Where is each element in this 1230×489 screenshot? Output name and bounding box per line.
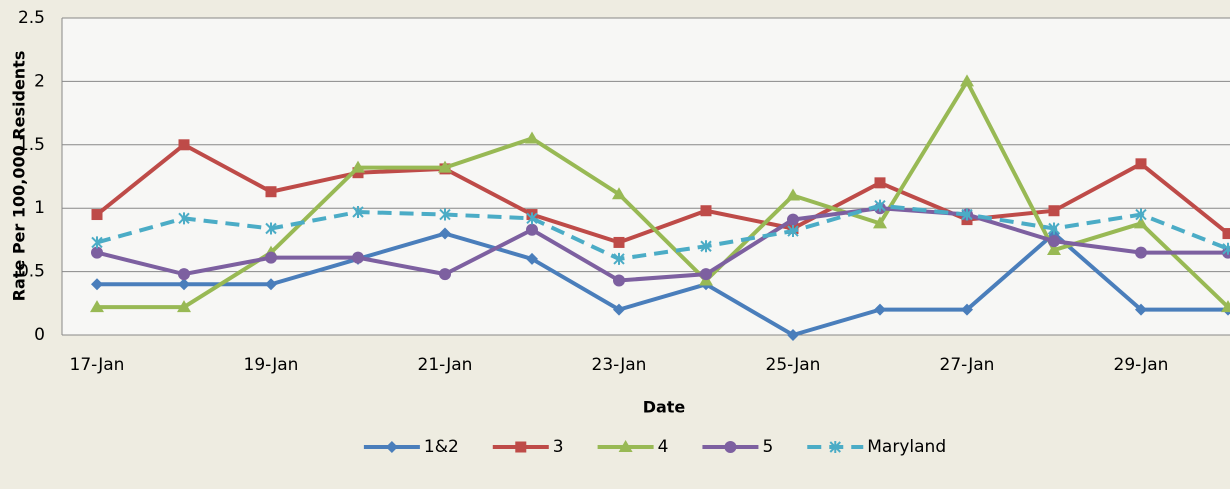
data-point bbox=[265, 278, 277, 291]
data-point bbox=[874, 303, 886, 316]
data-point bbox=[352, 206, 364, 219]
data-point bbox=[786, 188, 800, 201]
y-axis-title: Rate Per 100,000 Residents bbox=[10, 51, 29, 302]
legend-label: Maryland bbox=[867, 437, 946, 457]
data-point bbox=[178, 278, 190, 291]
series-line bbox=[97, 230, 1228, 338]
x-tick-label: 23-Jan bbox=[592, 355, 647, 375]
x-tick-label: 21-Jan bbox=[418, 355, 473, 375]
data-point bbox=[700, 240, 712, 253]
series-line bbox=[97, 77, 1230, 310]
data-point bbox=[1047, 243, 1061, 256]
x-tick-label: 27-Jan bbox=[940, 355, 995, 375]
y-tick-label: 2.5 bbox=[18, 8, 45, 28]
x-axis-title: Date bbox=[643, 398, 686, 417]
series-line bbox=[96, 203, 1229, 261]
data-point bbox=[874, 199, 886, 212]
x-tick-label: 29-Jan bbox=[1114, 355, 1169, 375]
data-point bbox=[177, 300, 191, 313]
y-tick-label: 1 bbox=[34, 198, 45, 218]
data-point bbox=[352, 251, 364, 264]
data-point bbox=[265, 251, 277, 264]
x-tick-label: 19-Jan bbox=[244, 355, 299, 375]
data-point bbox=[526, 212, 538, 225]
data-point bbox=[91, 236, 103, 249]
legend-marker bbox=[618, 440, 633, 452]
data-point bbox=[613, 252, 625, 265]
data-point bbox=[526, 223, 538, 236]
data-point bbox=[787, 329, 799, 341]
y-tick-label: 0 bbox=[34, 325, 45, 345]
data-point bbox=[1221, 300, 1230, 313]
data-point bbox=[178, 212, 190, 225]
data-point bbox=[439, 268, 451, 281]
data-point bbox=[1222, 228, 1230, 240]
x-tick-label: 25-Jan bbox=[766, 355, 821, 375]
data-point bbox=[960, 74, 974, 87]
data-point bbox=[91, 278, 103, 291]
legend-marker bbox=[724, 441, 737, 453]
data-point bbox=[613, 236, 625, 248]
data-point bbox=[873, 216, 887, 229]
data-point bbox=[613, 303, 625, 316]
data-point bbox=[439, 227, 451, 240]
data-point bbox=[1222, 242, 1230, 255]
data-point bbox=[90, 300, 104, 313]
data-point bbox=[265, 222, 277, 235]
legend: 1&2 3 4 5 Maryland bbox=[363, 437, 946, 457]
legend-marker bbox=[829, 441, 841, 453]
y-tick-label: 1.5 bbox=[18, 135, 45, 155]
data-point bbox=[265, 186, 277, 198]
data-point bbox=[1048, 235, 1060, 248]
series-line bbox=[95, 142, 1230, 245]
data-point bbox=[1135, 208, 1147, 221]
y-tick-label: 0.5 bbox=[18, 262, 45, 282]
data-point bbox=[351, 160, 365, 173]
legend-label: 3 bbox=[553, 437, 564, 457]
data-point bbox=[1134, 216, 1148, 229]
x-tick-label: 17-Jan bbox=[70, 355, 125, 375]
plot-area bbox=[62, 18, 1230, 335]
data-point bbox=[438, 160, 452, 173]
data-point bbox=[178, 139, 190, 151]
data-point bbox=[1048, 205, 1060, 217]
data-point bbox=[91, 209, 103, 221]
y-tick-label: 2 bbox=[34, 71, 45, 91]
data-point bbox=[613, 274, 625, 287]
data-point bbox=[1135, 303, 1147, 316]
data-point bbox=[700, 205, 712, 217]
data-point bbox=[874, 177, 886, 189]
legend-label: 5 bbox=[762, 437, 773, 457]
data-point bbox=[178, 268, 190, 281]
data-point bbox=[612, 187, 626, 200]
data-point bbox=[1135, 158, 1147, 170]
data-point bbox=[961, 303, 973, 316]
data-point bbox=[787, 225, 799, 238]
legend-label: 1&2 bbox=[424, 437, 459, 457]
data-point bbox=[1048, 222, 1060, 235]
data-point bbox=[700, 268, 712, 281]
data-point bbox=[526, 252, 538, 265]
data-point bbox=[439, 208, 451, 221]
data-point bbox=[961, 208, 973, 221]
legend-label: 4 bbox=[658, 437, 669, 457]
data-point bbox=[1135, 246, 1147, 259]
data-point bbox=[91, 246, 103, 259]
data-point bbox=[525, 131, 539, 144]
data-point bbox=[787, 213, 799, 226]
series-line bbox=[96, 206, 1228, 283]
data-point bbox=[352, 167, 364, 179]
legend-marker bbox=[385, 441, 398, 453]
legend-marker bbox=[515, 441, 527, 453]
series-layer bbox=[90, 74, 1230, 341]
